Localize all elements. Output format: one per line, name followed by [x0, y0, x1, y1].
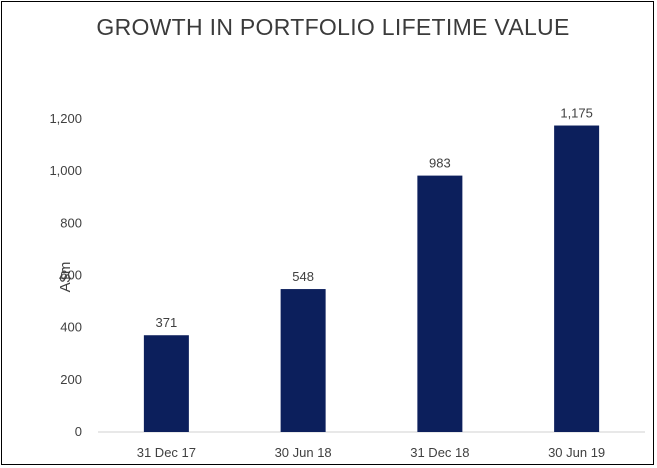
y-axis-label: A$m: [57, 262, 74, 293]
data-label: 548: [292, 269, 314, 284]
bar: [143, 335, 189, 432]
x-axis: 31 Dec 17 30 Jun 18 31 Dec 18 30 Jun 19: [137, 445, 605, 460]
y-tick-label: 600: [60, 268, 82, 283]
data-labels: 371 548 983 1,175: [156, 106, 593, 331]
data-label: 371: [156, 315, 178, 330]
y-tick-label: 400: [60, 320, 82, 335]
x-tick-label: 31 Dec 17: [137, 445, 196, 460]
y-tick-label: 1,000: [49, 163, 82, 178]
x-tick-label: 30 Jun 18: [275, 445, 332, 460]
bar: [417, 175, 463, 432]
y-axis: 0 200 400 600 800 1,000 1,200: [49, 111, 645, 439]
y-tick-label: 1,200: [49, 111, 82, 126]
chart-title: GROWTH IN PORTFOLIO LIFETIME VALUE: [96, 14, 569, 40]
x-tick-label: 30 Jun 19: [548, 445, 605, 460]
bar: [554, 125, 600, 432]
y-tick-label: 800: [60, 215, 82, 230]
bar: [280, 289, 326, 432]
y-tick-label: 0: [75, 424, 82, 439]
bars: [143, 125, 600, 432]
data-label: 1,175: [560, 106, 593, 121]
data-label: 983: [429, 156, 451, 171]
y-tick-label: 200: [60, 372, 82, 387]
x-tick-label: 31 Dec 18: [410, 445, 469, 460]
